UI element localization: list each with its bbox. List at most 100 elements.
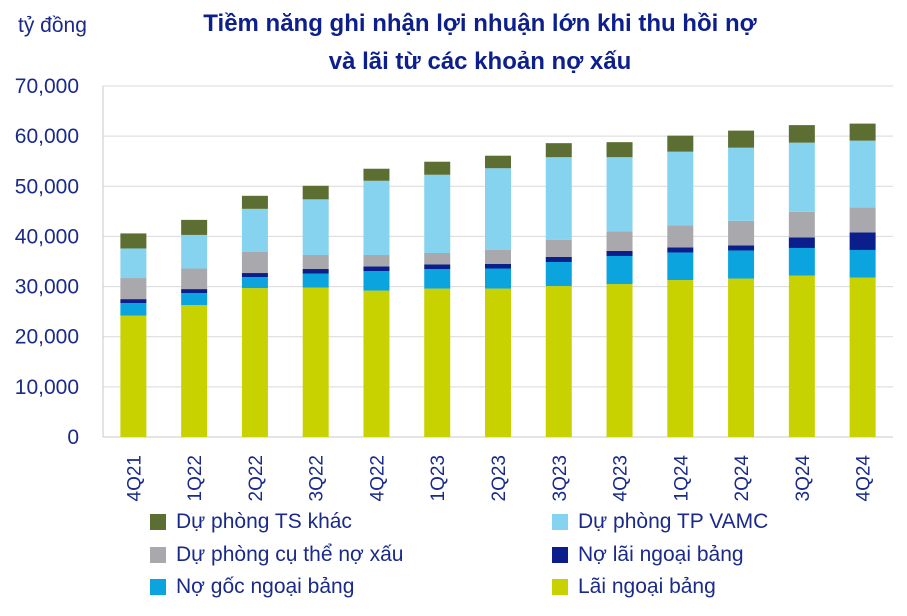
x-tick-label: 4Q21	[124, 455, 145, 501]
bar-segment-du-phong-tp-vamc	[667, 151, 694, 226]
bar-segment-du-phong-cu-the-no-xau	[545, 239, 572, 257]
bar-segment-du-phong-ts-khac	[667, 135, 694, 152]
y-tick-label: 10,000	[15, 376, 79, 399]
bar-segment-du-phong-cu-the-no-xau	[849, 207, 876, 233]
bar-segment-lai-ngoai-bang	[606, 284, 633, 437]
y-tick-label: 40,000	[15, 225, 79, 248]
bar-segment-du-phong-tp-vamc	[302, 199, 329, 255]
bar-segment-lai-ngoai-bang	[302, 287, 329, 437]
x-tick-label: 4Q22	[367, 455, 388, 501]
bar-segment-no-lai-ngoai-bang	[241, 273, 268, 278]
bar-segment-no-goc-ngoai-bang	[606, 255, 633, 285]
bar-segment-du-phong-cu-the-no-xau	[606, 231, 633, 251]
bar-segment-no-lai-ngoai-bang	[120, 299, 147, 304]
bar-segment-no-goc-ngoai-bang	[363, 271, 390, 291]
x-tick-label: 4Q23	[611, 455, 632, 501]
bar-segment-du-phong-cu-the-no-xau	[788, 211, 815, 238]
bar-segment-du-phong-ts-khac	[241, 195, 268, 209]
bar-segment-no-goc-ngoai-bang	[788, 247, 815, 276]
bar-segment-no-lai-ngoai-bang	[363, 266, 390, 272]
bar-segment-no-lai-ngoai-bang	[667, 247, 694, 253]
x-tick-label: 1Q24	[671, 455, 692, 502]
x-tick-label: 2Q23	[489, 455, 510, 501]
bar-segment-du-phong-ts-khac	[302, 185, 329, 200]
bar-segment-no-lai-ngoai-bang	[545, 256, 572, 263]
bar-segment-no-lai-ngoai-bang	[181, 289, 208, 294]
bar-segment-du-phong-ts-khac	[545, 143, 572, 158]
bar-segment-du-phong-tp-vamc	[485, 168, 511, 250]
y-tick-label: 70,000	[15, 75, 79, 98]
bar-segment-no-goc-ngoai-bang	[849, 249, 876, 278]
x-tick-label: 1Q23	[428, 455, 449, 501]
bar-segment-lai-ngoai-bang	[485, 288, 511, 437]
bar-segment-no-goc-ngoai-bang	[485, 268, 511, 289]
bar-segment-no-goc-ngoai-bang	[728, 250, 755, 279]
bar-segment-du-phong-ts-khac	[606, 142, 633, 158]
bar-segment-lai-ngoai-bang	[241, 288, 268, 437]
bar-segment-lai-ngoai-bang	[363, 290, 390, 437]
bar-segment-du-phong-tp-vamc	[120, 248, 147, 279]
bar-segment-no-goc-ngoai-bang	[181, 293, 208, 306]
bar-segment-du-phong-ts-khac	[363, 168, 390, 181]
bar-segment-du-phong-ts-khac	[788, 125, 815, 143]
bar-segment-no-lai-ngoai-bang	[606, 250, 633, 256]
bar-segment-no-goc-ngoai-bang	[667, 252, 694, 281]
x-tick-label: 4Q24	[854, 455, 875, 502]
bar-segment-du-phong-cu-the-no-xau	[424, 252, 451, 265]
bar-segment-du-phong-cu-the-no-xau	[667, 225, 694, 248]
x-tick-label: 2Q22	[246, 455, 267, 501]
bar-segment-no-goc-ngoai-bang	[241, 277, 268, 289]
bar-segment-du-phong-cu-the-no-xau	[302, 254, 329, 270]
bar-segment-du-phong-ts-khac	[120, 233, 147, 249]
x-tick-label: 3Q22	[307, 455, 328, 501]
bar-segment-no-lai-ngoai-bang	[485, 264, 511, 269]
bar-segment-lai-ngoai-bang	[728, 278, 755, 437]
bar-segment-lai-ngoai-bang	[667, 280, 694, 437]
bar-segment-du-phong-cu-the-no-xau	[181, 268, 208, 290]
bar-segment-du-phong-tp-vamc	[241, 208, 268, 252]
bar-segment-no-goc-ngoai-bang	[302, 273, 329, 288]
chart-title-line-2: và lãi từ các khoản nợ xấu	[328, 48, 632, 75]
bar-segment-lai-ngoai-bang	[788, 275, 815, 437]
bar-segment-du-phong-tp-vamc	[606, 157, 633, 232]
bar-segment-du-phong-ts-khac	[181, 219, 208, 235]
bar-segment-du-phong-tp-vamc	[363, 180, 390, 255]
y-tick-label: 20,000	[15, 326, 79, 349]
bar-segment-lai-ngoai-bang	[181, 305, 208, 437]
x-tick-label: 3Q23	[550, 455, 571, 501]
bar-segment-lai-ngoai-bang	[849, 277, 876, 437]
bar-segment-du-phong-tp-vamc	[424, 174, 451, 253]
bar-segment-du-phong-cu-the-no-xau	[241, 251, 268, 274]
y-tick-label: 30,000	[15, 276, 79, 299]
bar-segment-du-phong-cu-the-no-xau	[120, 278, 147, 300]
bar-segment-du-phong-tp-vamc	[545, 157, 572, 240]
bar-segment-du-phong-tp-vamc	[849, 140, 876, 208]
bar-segment-no-goc-ngoai-bang	[545, 262, 572, 287]
bar-segment-lai-ngoai-bang	[545, 286, 572, 437]
bar-segment-no-lai-ngoai-bang	[424, 264, 451, 270]
bar-segment-du-phong-cu-the-no-xau	[363, 254, 390, 267]
bar-segment-du-phong-ts-khac	[849, 123, 876, 141]
y-tick-label: 60,000	[15, 125, 79, 148]
bar-segment-du-phong-cu-the-no-xau	[485, 249, 511, 265]
chart-title-line-1: Tiềm năng ghi nhận lợi nhuận lớn khi thu…	[203, 10, 757, 37]
x-tick-label: 3Q24	[793, 455, 814, 502]
bar-segment-no-goc-ngoai-bang	[424, 269, 451, 289]
x-tick-label: 2Q24	[732, 455, 753, 502]
bar-segment-no-lai-ngoai-bang	[849, 232, 876, 250]
y-tick-label: 0	[67, 426, 79, 449]
bar-segment-no-lai-ngoai-bang	[788, 237, 815, 248]
bar-segment-du-phong-tp-vamc	[788, 142, 815, 212]
bar-segment-du-phong-ts-khac	[424, 161, 451, 175]
bar-segment-du-phong-cu-the-no-xau	[728, 220, 755, 246]
bar-segment-du-phong-ts-khac	[728, 130, 755, 148]
bar-segment-du-phong-ts-khac	[485, 155, 511, 169]
bar-segment-du-phong-tp-vamc	[728, 147, 755, 221]
bar-segment-lai-ngoai-bang	[120, 315, 147, 437]
bar-segment-no-lai-ngoai-bang	[302, 269, 329, 274]
bar-segment-no-lai-ngoai-bang	[728, 245, 755, 251]
x-tick-label: 1Q22	[185, 455, 206, 501]
y-axis-unit-label: tỷ đồng	[18, 14, 87, 37]
bar-segment-lai-ngoai-bang	[424, 288, 451, 437]
